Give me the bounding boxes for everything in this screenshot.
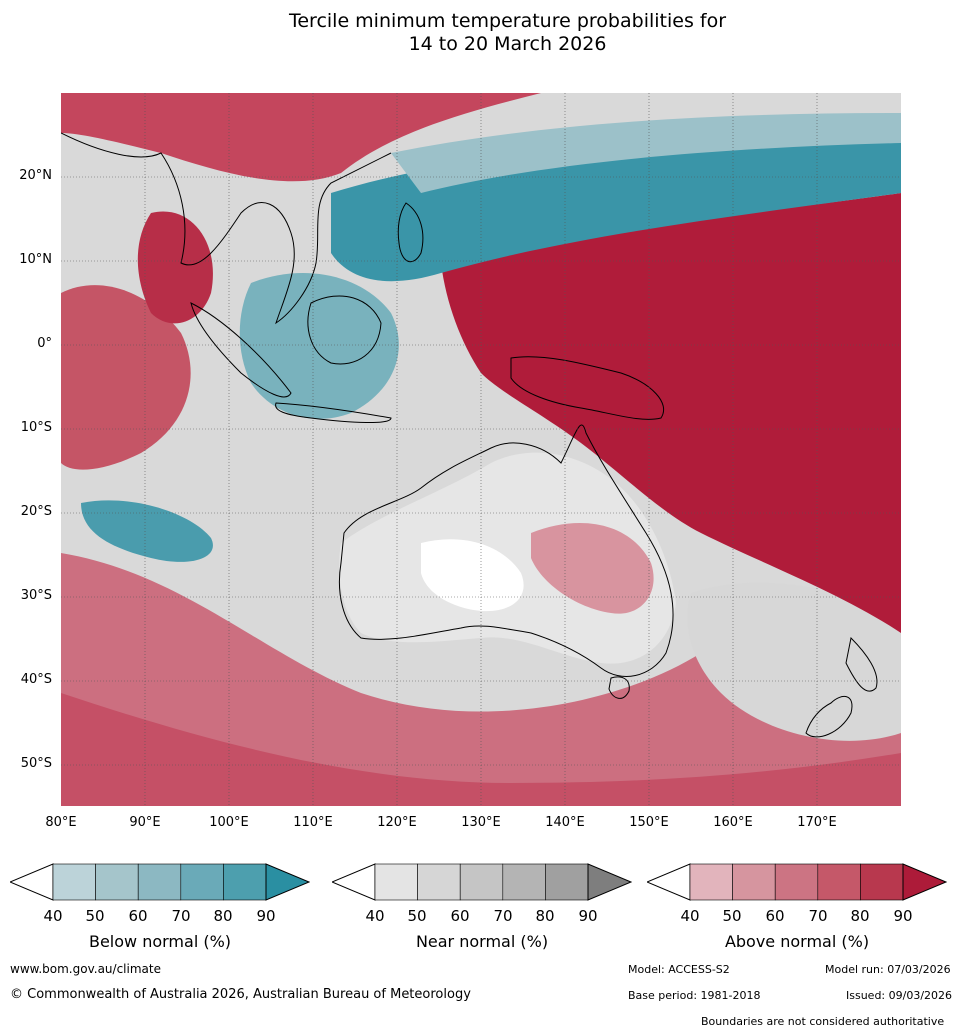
colorbar-above-label: Above normal (%) [647, 932, 947, 951]
probability-map [61, 93, 901, 806]
colorbar-near-tick-90: 90 [573, 907, 603, 925]
issued-text: Issued: 09/03/2026 [846, 989, 952, 1002]
below-swatch-4 [223, 864, 266, 900]
lon-tick-130e: 130°E [451, 815, 511, 830]
lon-tick-150e: 150°E [619, 815, 679, 830]
map-canvas [61, 93, 901, 806]
lon-tick-90e: 90°E [115, 815, 175, 830]
colorbar-above-tick-60: 60 [760, 907, 790, 925]
near-swatch-4 [545, 864, 588, 900]
above-swatch-0 [690, 864, 733, 900]
title-line-1: Tercile minimum temperature probabilitie… [0, 10, 965, 33]
lat-tick-20n: 20°N [2, 168, 52, 183]
colorbar-near-tick-50: 50 [402, 907, 432, 925]
below-swatch-0 [53, 864, 96, 900]
below-swatch-1 [96, 864, 139, 900]
copyright-text: © Commonwealth of Australia 2026, Austra… [10, 987, 471, 1002]
colorbar-near-tick-40: 40 [360, 907, 390, 925]
below-swatch-3 [181, 864, 224, 900]
colorbar-above-tick-80: 80 [845, 907, 875, 925]
colorbar-above-tick-70: 70 [803, 907, 833, 925]
lat-tick-0: 0° [2, 336, 52, 351]
colorbar-near: 40 50 60 70 80 90 Near normal (%) [332, 862, 632, 906]
title-line-2: 14 to 20 March 2026 [0, 33, 965, 56]
colorbar-above-swatches [647, 862, 947, 902]
lon-tick-140e: 140°E [535, 815, 595, 830]
colorbar-near-label: Near normal (%) [332, 932, 632, 951]
lon-tick-170e: 170°E [787, 815, 847, 830]
lat-tick-40s: 40°S [2, 672, 52, 687]
lat-tick-10s: 10°S [2, 420, 52, 435]
colorbar-near-tick-70: 70 [488, 907, 518, 925]
colorbar-above-tick-40: 40 [675, 907, 705, 925]
lon-tick-100e: 100°E [199, 815, 259, 830]
below-swatch-2 [138, 864, 181, 900]
colorbar-below-tick-90: 90 [251, 907, 281, 925]
colorbar-below-tick-40: 40 [38, 907, 68, 925]
above-swatch-under [647, 864, 690, 900]
near-swatch-0 [375, 864, 418, 900]
lat-tick-50s: 50°S [2, 756, 52, 771]
colorbar-below-label: Below normal (%) [10, 932, 310, 951]
website-link[interactable]: www.bom.gov.au/climate [10, 962, 161, 976]
above-swatch-3 [818, 864, 861, 900]
near-swatch-3 [503, 864, 546, 900]
model-run-text: Model run: 07/03/2026 [825, 963, 951, 976]
colorbar-below-tick-80: 80 [208, 907, 238, 925]
lat-tick-30s: 30°S [2, 588, 52, 603]
above-swatch-2 [775, 864, 818, 900]
colorbar-below: 40 50 60 70 80 90 Below normal (%) [10, 862, 310, 906]
model-text: Model: ACCESS-S2 [628, 963, 730, 976]
below-swatch-over [266, 864, 309, 900]
colorbar-below-tick-60: 60 [123, 907, 153, 925]
above-swatch-4 [860, 864, 903, 900]
lon-tick-80e: 80°E [31, 815, 91, 830]
disclaimer-text: Boundaries are not considered authoritat… [701, 1015, 944, 1028]
colorbar-below-tick-50: 50 [80, 907, 110, 925]
colorbar-below-tick-70: 70 [166, 907, 196, 925]
colorbar-near-tick-80: 80 [530, 907, 560, 925]
base-period-text: Base period: 1981-2018 [628, 989, 760, 1002]
lat-tick-20s: 20°S [2, 504, 52, 519]
near-swatch-under [332, 864, 375, 900]
colorbar-near-tick-60: 60 [445, 907, 475, 925]
above-swatch-1 [733, 864, 776, 900]
lon-tick-160e: 160°E [703, 815, 763, 830]
colorbar-near-swatches [332, 862, 632, 902]
near-swatch-over [588, 864, 631, 900]
colorbar-below-swatches [10, 862, 310, 902]
colorbar-above-tick-50: 50 [717, 907, 747, 925]
lat-tick-10n: 10°N [2, 252, 52, 267]
below-swatch-under [10, 864, 53, 900]
colorbar-above: 40 50 60 70 80 90 Above normal (%) [647, 862, 947, 906]
near-swatch-1 [418, 864, 461, 900]
lon-tick-110e: 110°E [283, 815, 343, 830]
near-swatch-2 [460, 864, 503, 900]
lon-tick-120e: 120°E [367, 815, 427, 830]
chart-title: Tercile minimum temperature probabilitie… [0, 10, 965, 56]
above-swatch-over [903, 864, 946, 900]
colorbar-above-tick-90: 90 [888, 907, 918, 925]
